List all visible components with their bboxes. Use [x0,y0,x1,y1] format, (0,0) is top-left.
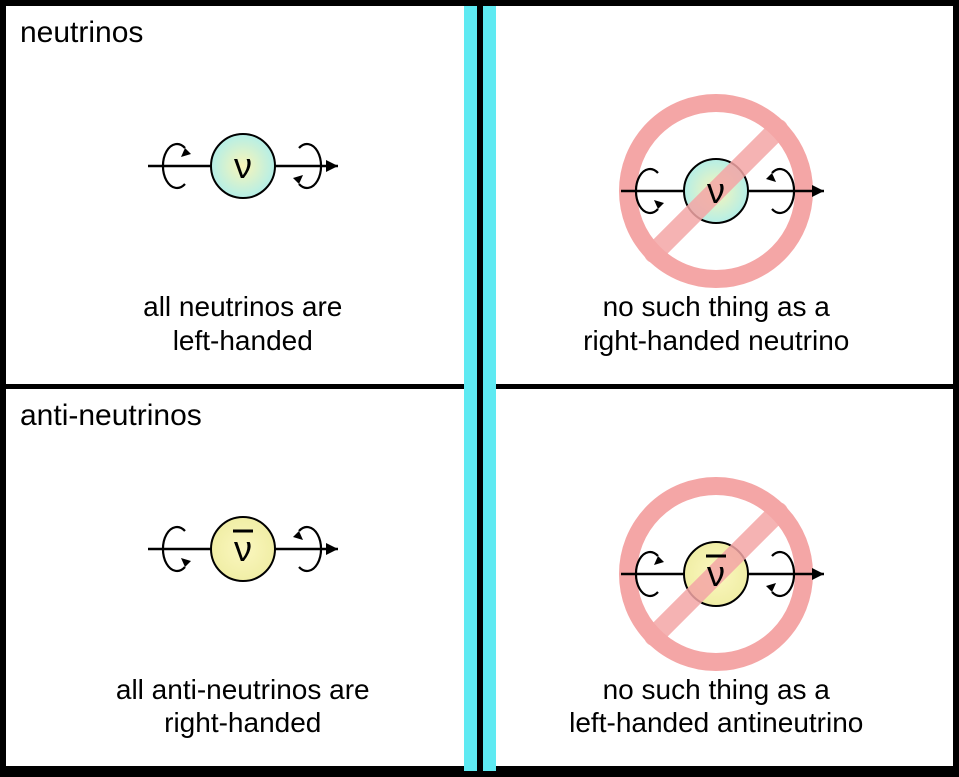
neutrino-rh-svg: ν [586,81,846,301]
caption-line2: right-handed [164,707,321,738]
svg-text:ν: ν [707,553,725,594]
row-title-neutrinos: neutrinos [20,16,143,50]
row-title-antineutrinos: anti-neutrinos [20,399,202,433]
neutrino-lh-svg: ν [123,116,363,216]
diagram-grid: neutrinos [0,0,959,777]
particle-antinu-rh: ν [123,499,363,604]
caption-line2: left-handed [173,325,313,356]
caption-line2: left-handed antineutrino [569,707,863,738]
svg-text:ν: ν [234,145,252,186]
caption-neutrino-lh: all neutrinos are left-handed [6,290,480,357]
particle-antinu-lh: ν [586,464,846,689]
caption-line2: right-handed neutrino [583,325,849,356]
caption-line1: no such thing as a [603,674,830,705]
svg-text:ν: ν [234,528,252,569]
cell-neutrino-left: neutrinos [6,6,480,384]
cell-neutrino-right: ν no such thing as a right-handed neutri… [480,6,954,384]
cell-antineutrino-left: anti-neutrinos [6,389,480,767]
caption-neutrino-rh: no such thing as a right-handed neutrino [480,290,954,357]
particle-neutrino-rh: ν [586,81,846,306]
antinu-lh-svg: ν [586,464,846,684]
caption-antinu-rh: all anti-neutrinos are right-handed [6,673,480,740]
caption-line1: all neutrinos are [143,291,342,322]
vertical-divider-black [477,6,483,771]
cell-antineutrino-right: ν no such thing as a left-handed antineu… [480,389,954,767]
caption-line1: all anti-neutrinos are [116,674,370,705]
caption-line1: no such thing as a [603,291,830,322]
svg-text:ν: ν [707,170,725,211]
antinu-rh-svg: ν [123,499,363,599]
particle-neutrino-lh: ν [123,116,363,221]
caption-antinu-lh: no such thing as a left-handed antineutr… [480,673,954,740]
